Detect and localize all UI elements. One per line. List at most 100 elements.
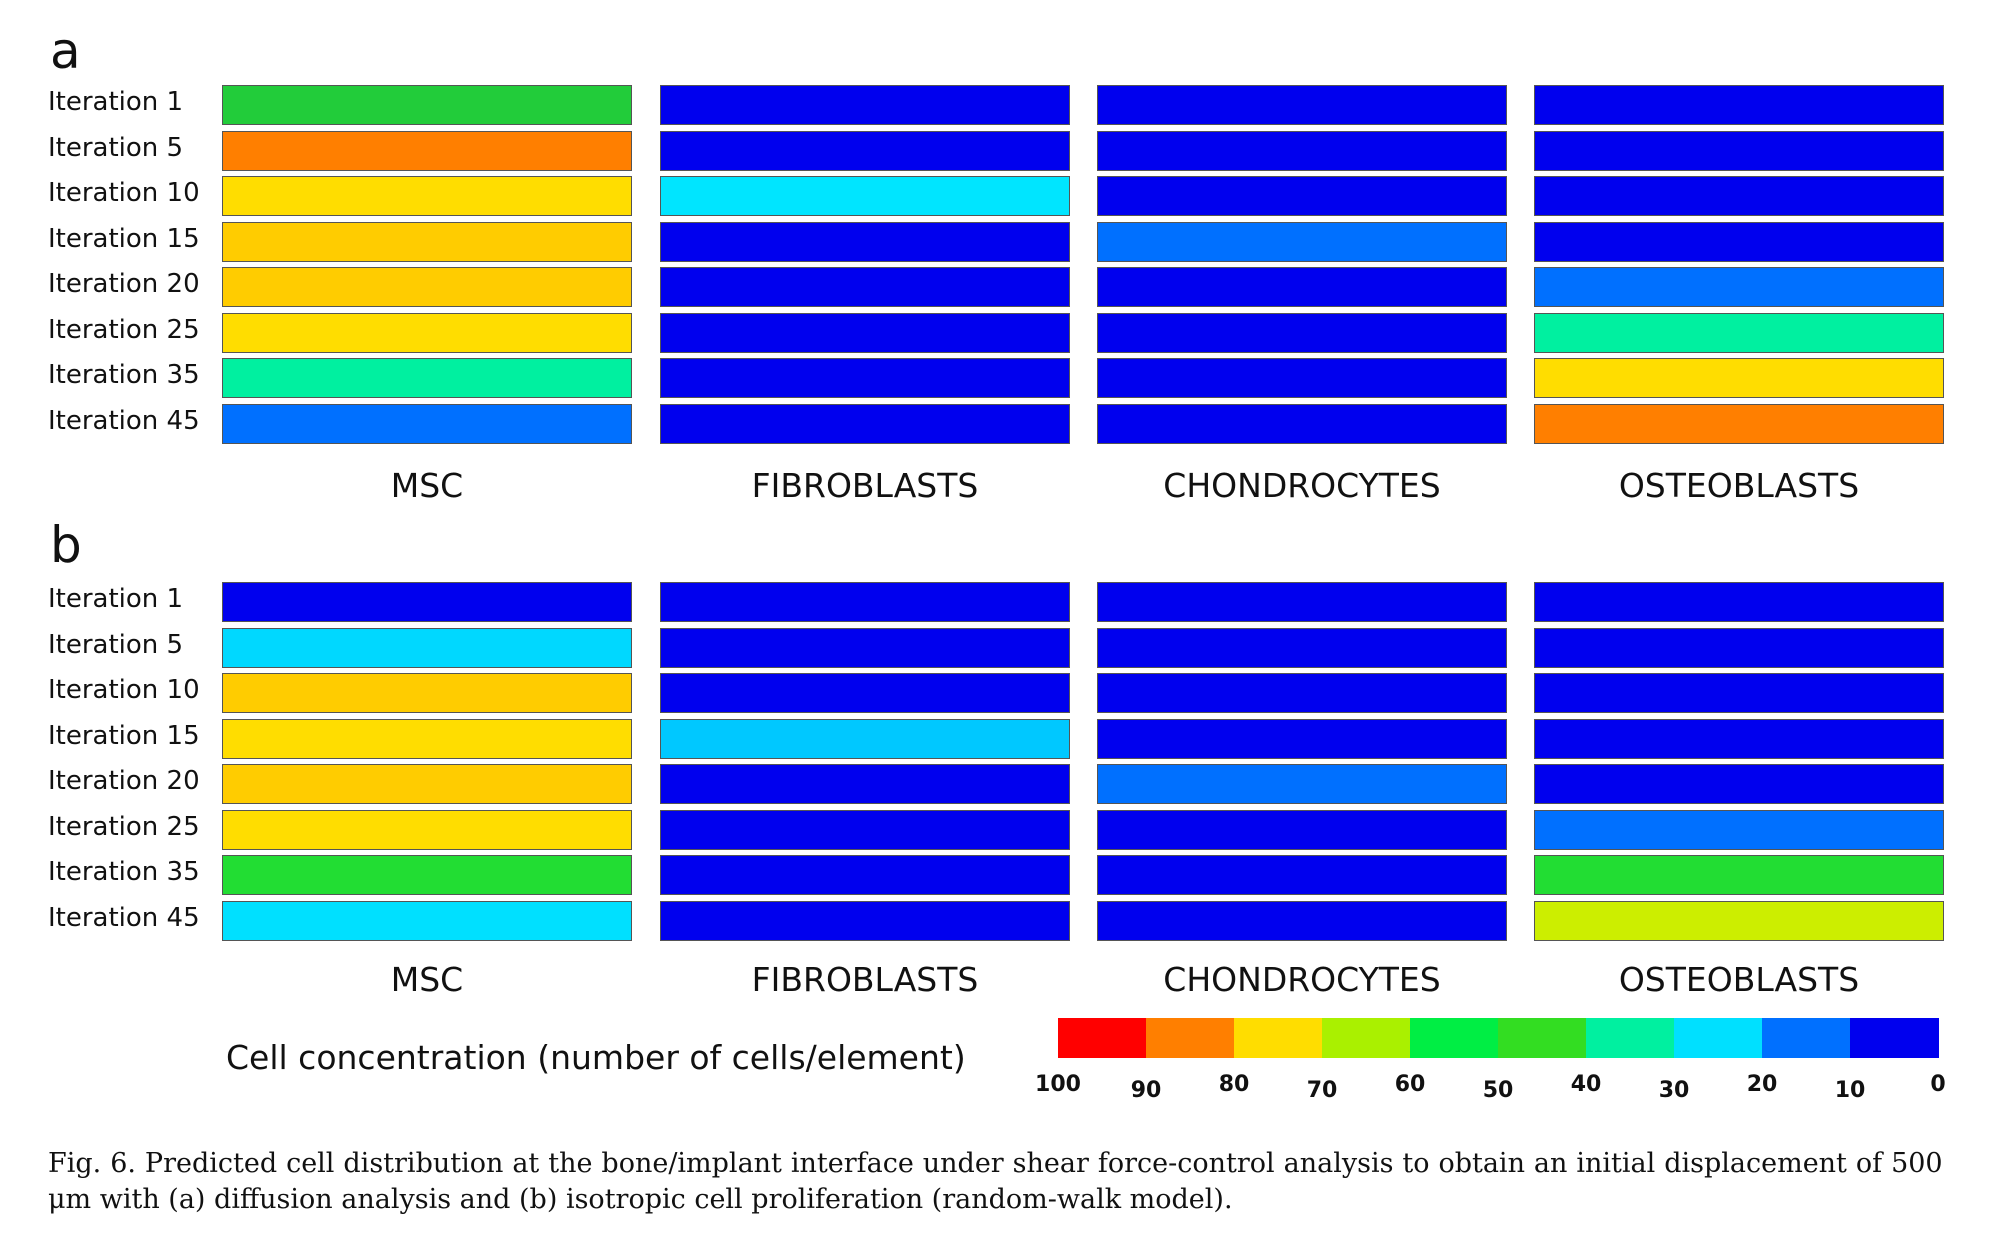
contour-strip <box>1534 312 1944 353</box>
row-label: Iteration 45 <box>48 405 200 436</box>
column-title: CHONDROCYTES <box>1163 960 1441 999</box>
contour-strip <box>222 764 632 804</box>
colorbar-tick-label: 90 <box>1130 1078 1162 1103</box>
contour-strip <box>1534 673 1944 713</box>
column-title: OSTEOBLASTS <box>1618 960 1860 999</box>
row-label: Iteration 35 <box>48 857 200 887</box>
contour-strip <box>222 130 632 171</box>
contour-strip <box>1534 403 1944 444</box>
contour-strip <box>1097 130 1507 171</box>
colorbar-segment <box>1146 1018 1235 1058</box>
colorbar-tick-label: 10 <box>1834 1078 1866 1103</box>
panel-letter: a <box>50 22 81 80</box>
contour-strip <box>1097 718 1507 759</box>
contour-strip <box>1097 267 1507 307</box>
contour-strip <box>1534 582 1944 622</box>
contour-strip <box>222 85 632 125</box>
row-label: Iteration 15 <box>48 720 200 751</box>
contour-strip <box>222 809 632 850</box>
contour-strip <box>1534 764 1944 804</box>
colorbar-tick-label: 30 <box>1658 1078 1690 1103</box>
contour-strip <box>222 221 632 262</box>
contour-strip <box>1097 582 1507 622</box>
contour-strip <box>660 403 1070 444</box>
row-label: Iteration 35 <box>48 360 200 390</box>
contour-strip <box>1097 764 1507 804</box>
row-label: Iteration 15 <box>48 223 200 254</box>
contour-strip <box>1534 267 1944 307</box>
contour-strip <box>1097 312 1507 353</box>
contour-strip <box>1097 627 1507 668</box>
contour-strip <box>660 221 1070 262</box>
contour-strip <box>222 673 632 713</box>
contour-strip <box>222 855 632 895</box>
contour-strip <box>660 673 1070 713</box>
contour-strip <box>222 718 632 759</box>
contour-strip <box>222 900 632 941</box>
colorbar-tick-label: 0 <box>1930 1072 1946 1097</box>
colorbar-segment <box>1674 1018 1763 1058</box>
contour-strip <box>1534 855 1944 895</box>
contour-strip <box>1097 403 1507 444</box>
row-label: Iteration 10 <box>48 178 200 208</box>
column-title: CHONDROCYTES <box>1163 466 1441 505</box>
contour-strip <box>660 267 1070 307</box>
contour-strip <box>660 900 1070 941</box>
contour-strip <box>1534 809 1944 850</box>
contour-strip <box>1097 358 1507 398</box>
colorbar-segment <box>1850 1018 1939 1058</box>
contour-strip <box>660 582 1070 622</box>
contour-strip <box>222 267 632 307</box>
contour-strip <box>1534 627 1944 668</box>
contour-strip <box>1534 718 1944 759</box>
colorbar-segment <box>1410 1018 1499 1058</box>
contour-strip <box>660 809 1070 850</box>
contour-strip <box>1534 176 1944 216</box>
row-label: Iteration 10 <box>48 675 200 705</box>
contour-strip <box>222 176 632 216</box>
contour-strip <box>222 403 632 444</box>
contour-strip <box>222 358 632 398</box>
row-label: Iteration 5 <box>48 629 184 660</box>
row-label: Iteration 20 <box>48 269 200 299</box>
column-title: MSC <box>390 466 464 505</box>
row-label: Iteration 20 <box>48 766 200 796</box>
contour-strip <box>222 582 632 622</box>
contour-strip <box>222 312 632 353</box>
colorbar-tick-label: 70 <box>1306 1078 1338 1103</box>
column-title: MSC <box>390 960 464 999</box>
contour-strip <box>1097 809 1507 850</box>
contour-strip <box>660 764 1070 804</box>
contour-strip <box>660 718 1070 759</box>
contour-strip <box>1097 85 1507 125</box>
colorbar-segment <box>1058 1018 1147 1058</box>
colorbar-segment <box>1762 1018 1851 1058</box>
colorbar <box>1058 1018 1939 1058</box>
contour-strip <box>222 627 632 668</box>
contour-strip <box>1097 855 1507 895</box>
contour-strip <box>660 627 1070 668</box>
panel-letter: b <box>50 516 82 574</box>
row-label: Iteration 5 <box>48 132 184 163</box>
row-label: Iteration 45 <box>48 902 200 933</box>
contour-strip <box>660 85 1070 125</box>
contour-strip <box>1534 85 1944 125</box>
colorbar-tick-label: 20 <box>1746 1072 1778 1097</box>
row-label: Iteration 25 <box>48 314 200 345</box>
colorbar-segment <box>1322 1018 1411 1058</box>
legend-title: Cell concentration (number of cells/elem… <box>226 1038 966 1077</box>
column-title: OSTEOBLASTS <box>1618 466 1860 505</box>
column-title: FIBROBLASTS <box>751 466 979 505</box>
colorbar-segment <box>1498 1018 1587 1058</box>
contour-strip <box>1097 900 1507 941</box>
row-label: Iteration 25 <box>48 811 200 842</box>
figure-caption: Fig. 6. Predicted cell distribution at t… <box>48 1148 1948 1215</box>
colorbar-tick-label: 100 <box>1035 1072 1081 1097</box>
row-label: Iteration 1 <box>48 87 184 117</box>
colorbar-tick-label: 50 <box>1482 1078 1514 1103</box>
colorbar-segment <box>1586 1018 1675 1058</box>
contour-strip <box>660 176 1070 216</box>
column-title: FIBROBLASTS <box>751 960 979 999</box>
contour-strip <box>1097 673 1507 713</box>
contour-strip <box>660 855 1070 895</box>
